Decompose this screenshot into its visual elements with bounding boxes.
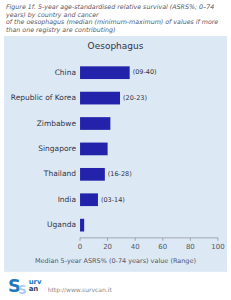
x-tick [162, 238, 163, 241]
range-label: (20-23) [123, 94, 147, 102]
x-tick [135, 238, 136, 241]
header-line: Figure 1f. 5-year age-standardised relat… [6, 3, 225, 18]
range-label: (09-40) [133, 69, 157, 77]
logo: SSurvanhttp://www.survcan.it [0, 272, 231, 300]
x-tick-label: 80 [186, 243, 195, 251]
bar [80, 194, 98, 207]
category-label: Zimbabwe [37, 119, 77, 128]
x-tick [107, 238, 108, 241]
x-tick-label: 100 [211, 243, 224, 251]
x-tick-label: 40 [131, 243, 140, 251]
x-tick-label: 0 [78, 243, 82, 251]
category-label: China [55, 68, 76, 77]
x-tick [190, 238, 191, 241]
logo-letter: S [18, 284, 27, 296]
range-label: (03-14) [101, 196, 125, 204]
x-tick [80, 238, 81, 241]
header-line: of the oesophagus (median (minimum-maxim… [6, 18, 225, 33]
header: Figure 1f. 5-year age-standardised relat… [0, 0, 231, 36]
x-axis-line [80, 238, 218, 239]
bar [80, 168, 105, 181]
bar [80, 143, 108, 156]
x-tick-label: 60 [158, 243, 167, 251]
bar [80, 67, 130, 80]
logo-url: http://www.survcan.it [48, 286, 112, 293]
category-label: Uganda [47, 220, 76, 229]
bar [80, 117, 110, 130]
category-label: Singapore [38, 144, 76, 153]
range-label: (16-28) [108, 170, 132, 178]
title: Oesophagus [88, 41, 144, 51]
category-label: Republic of Korea [11, 93, 76, 102]
bar [80, 219, 84, 232]
x-tick-label: 20 [103, 243, 112, 251]
chart: Oesophagus (03-14) (16-28) (20-23) (09-40) Ug… [0, 36, 231, 272]
panel-background [4, 36, 227, 272]
logo-words: urvan [29, 279, 42, 294]
x-tick [217, 238, 218, 241]
category-label: India [58, 195, 76, 204]
x-axis-label: Median 5-year ASRS% (0-74 years) value (… [35, 257, 196, 265]
logo-word: urv [29, 279, 42, 286]
category-label: Thailand [43, 170, 76, 179]
bars [80, 67, 130, 232]
logo-word: an [29, 286, 42, 293]
bar [80, 92, 120, 105]
